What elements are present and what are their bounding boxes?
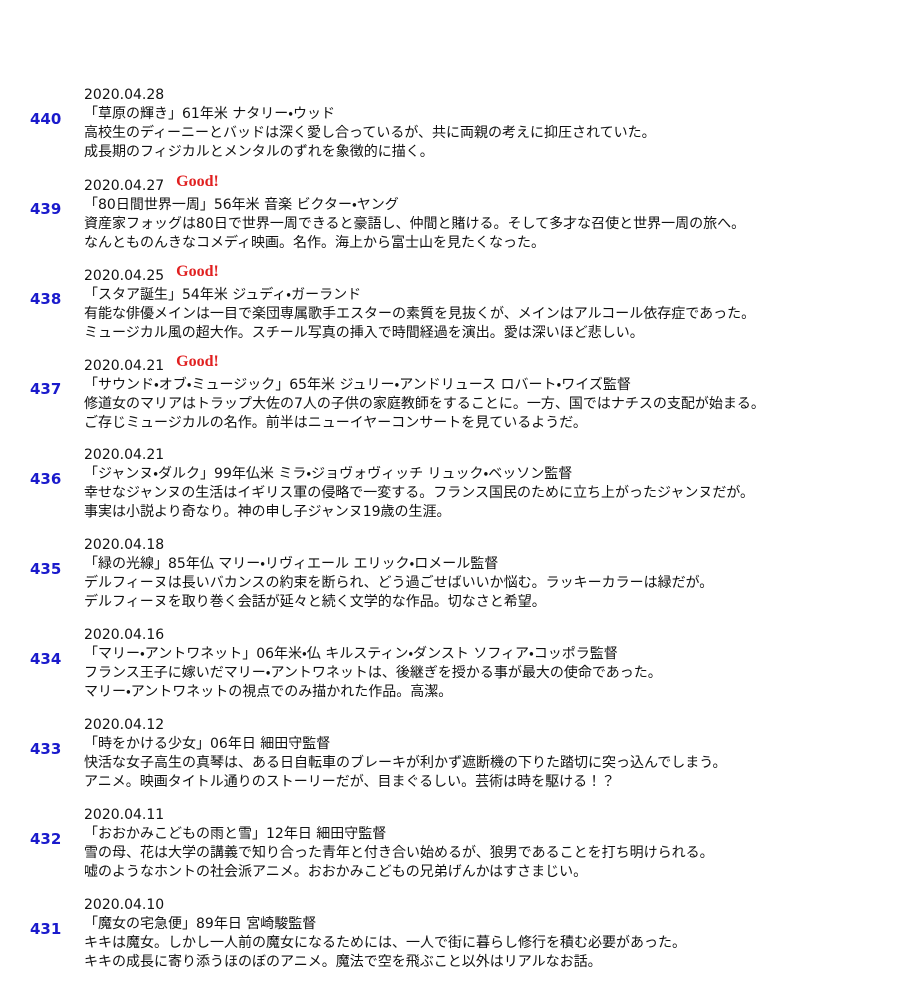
entry-date: 2020.04.21 <box>84 358 165 374</box>
entry: 431 2020.04.10 「魔女の宅急便」89年日 宮崎駿監督キキは魔女。しかし… <box>0 896 900 982</box>
entry-date-row: 2020.04.16 <box>84 626 662 645</box>
entry-description: マリー・アントワネットの視点でのみ描かれた作品。高潔。 <box>84 684 453 700</box>
entry: 439 2020.04.27 Good! 「80日間世界一周」56年米 音楽 ビクター… <box>0 173 900 262</box>
entry-date-row: 2020.04.11 <box>84 806 714 825</box>
entry-description: ミュージカル風の超大作。スチール写真の挿入で時間経過を演出。愛は深いほど悲しい。 <box>84 325 644 341</box>
entry-title: 「サウンド・オブ・ミュージック」65年米 ジュリー・アンドリュース ロバート・ワ… <box>84 377 631 393</box>
entry-description: フランス王子に嫁いだマリー・アントワネットは、後継ぎを授かる事が最大の使命であっ… <box>84 665 662 681</box>
entry-body: 2020.04.25 Good! 「スタア誕生」54年米 ジュディ・ガーランド有能な… <box>84 263 756 343</box>
entry-date: 2020.04.11 <box>84 807 165 823</box>
entry: 440 2020.04.28 「草原の輝き」61年米 ナタリー・ウッド高校生のディー… <box>0 86 900 172</box>
entry-date: 2020.04.27 <box>84 178 165 194</box>
entry: 437 2020.04.21 Good! 「サウンド・オブ・ミュージック」65年米 ジ… <box>0 353 900 442</box>
entry-description: 修道女のマリアはトラップ大佐の7人の子供の家庭教師をすることに。一方、国ではナチ… <box>84 396 765 412</box>
entry-number: 435 <box>30 560 62 578</box>
entry-date: 2020.04.25 <box>84 268 165 284</box>
entry-number: 438 <box>30 290 62 308</box>
entry-description: キキの成長に寄り添うほのぼのアニメ。魔法で空を飛ぶこと以外はリアルなお話。 <box>84 954 602 970</box>
entry-body: 2020.04.16 「マリー・アントワネット」06年米・仏 キルスティン・ダンス… <box>84 626 662 702</box>
entry-body: 2020.04.27 Good! 「80日間世界一周」56年米 音楽 ビクター・ヤン… <box>84 173 746 253</box>
entry-description: 雪の母、花は大学の講義で知り合った青年と付き合い始めるが、狼男であることを打ち明… <box>84 845 714 861</box>
entry-title: 「緑の光線」85年仏 マリー・リヴィエール エリック・ロメール監督 <box>84 556 499 572</box>
entry: 432 2020.04.11 「おおかみこどもの雨と雪」12年日 細田守監督雪の母、… <box>0 806 900 892</box>
entry: 435 2020.04.18 「緑の光線」85年仏 マリー・リヴィエール エリック・… <box>0 536 900 622</box>
entry-description: 成長期のフィジカルとメンタルのずれを象徴的に描く。 <box>84 144 434 160</box>
entry: 433 2020.04.12 「時をかける少女」06年日 細田守監督快活な女子高生の… <box>0 716 900 802</box>
entry-date: 2020.04.21 <box>84 447 165 463</box>
entry-number: 432 <box>30 830 62 848</box>
entry: 434 2020.04.16 「マリー・アントワネット」06年米・仏 キルスティン・… <box>0 626 900 712</box>
entry-description: 快活な女子高生の真琴は、ある日自転車のブレーキが利かず遮断機の下りた踏切に突っ込… <box>84 755 727 771</box>
entry-description: キキは魔女。しかし一人前の魔女になるためには、一人で街に暮らし修行を積む必要があ… <box>84 935 686 951</box>
entry-number: 436 <box>30 470 62 488</box>
entry-number: 434 <box>30 650 62 668</box>
entry-date: 2020.04.16 <box>84 627 165 643</box>
entry-date: 2020.04.28 <box>84 87 165 103</box>
entry-date-row: 2020.04.12 <box>84 716 726 735</box>
entry-date-row: 2020.04.25 Good! <box>84 263 755 286</box>
entry-title: 「草原の輝き」61年米 ナタリー・ウッド <box>84 106 336 122</box>
entry-description: デルフィーヌを取り巻く会話が延々と続く文学的な作品。切なさと希望。 <box>84 594 546 610</box>
entry-date: 2020.04.12 <box>84 717 165 733</box>
entry-description: 事実は小説より奇なり。神の申し子ジャンヌ19歳の生涯。 <box>84 504 451 520</box>
entry-description: アニメ。映画タイトル通りのストーリーだが、目まぐるしい。芸術は時を駆ける！？ <box>84 774 616 790</box>
entry-number: 431 <box>30 920 62 938</box>
entry-description: デルフィーヌは長いバカンスの約束を断られ、どう過ごせばいいか悩む。ラッキーカラー… <box>84 575 714 591</box>
entry: 438 2020.04.25 Good! 「スタア誕生」54年米 ジュディ・ガーランド… <box>0 263 900 352</box>
entry-body: 2020.04.12 「時をかける少女」06年日 細田守監督快活な女子高生の真琴は… <box>84 716 726 792</box>
entry-title: 「おおかみこどもの雨と雪」12年日 細田守監督 <box>84 826 387 842</box>
entry-body: 2020.04.21 「ジャンヌ・ダルク」99年仏米 ミラ・ジョヴォヴィッチ リュ… <box>84 446 754 522</box>
good-badge: Good! <box>176 353 219 370</box>
entry-date-row: 2020.04.21 Good! <box>84 353 765 376</box>
entry-description: 幸せなジャンヌの生活はイギリス軍の侵略で一変する。フランス国民のために立ち上がっ… <box>84 485 755 501</box>
entry-description: なんとものんきなコメディ映画。名作。海上から富士山を見たくなった。 <box>84 235 546 251</box>
entry-body: 2020.04.21 Good! 「サウンド・オブ・ミュージック」65年米 ジュリー… <box>84 353 765 433</box>
entry-date-row: 2020.04.28 <box>84 86 656 105</box>
entry-title: 「時をかける少女」06年日 細田守監督 <box>84 736 331 752</box>
good-badge: Good! <box>176 173 219 190</box>
entry-date-row: 2020.04.18 <box>84 536 713 555</box>
entry-body: 2020.04.11 「おおかみこどもの雨と雪」12年日 細田守監督雪の母、花は大… <box>84 806 714 882</box>
entry-body: 2020.04.10 「魔女の宅急便」89年日 宮崎駿監督キキは魔女。しかし一人前… <box>84 896 686 972</box>
entry-description: 嘘のようなホントの社会派アニメ。おおかみこどもの兄弟げんかはすさまじい。 <box>84 864 588 880</box>
entry-description: 高校生のディーニーとバッドは深く愛し合っているが、共に両親の考えに抑圧されていた… <box>84 125 656 141</box>
entry-number: 440 <box>30 110 62 128</box>
entry-number: 433 <box>30 740 62 758</box>
entry-body: 2020.04.28 「草原の輝き」61年米 ナタリー・ウッド高校生のディーニーと… <box>84 86 656 162</box>
entry-date: 2020.04.10 <box>84 897 165 913</box>
entry-title: 「スタア誕生」54年米 ジュディ・ガーランド <box>84 287 362 303</box>
entry-date: 2020.04.18 <box>84 537 165 553</box>
entry-title: 「魔女の宅急便」89年日 宮崎駿監督 <box>84 916 317 932</box>
entry-body: 2020.04.18 「緑の光線」85年仏 マリー・リヴィエール エリック・ロメー… <box>84 536 713 612</box>
entry-description: 有能な俳優メインは一目で楽団専属歌手エスターの素質を見抜くが、メインはアルコール… <box>84 306 756 322</box>
entry-title: 「マリー・アントワネット」06年米・仏 キルスティン・ダンスト ソフィア・コッポ… <box>84 646 618 662</box>
entry: 436 2020.04.21 「ジャンヌ・ダルク」99年仏米 ミラ・ジョヴォヴィッチ… <box>0 446 900 532</box>
good-badge: Good! <box>176 263 219 280</box>
entry-title: 「80日間世界一周」56年米 音楽 ビクター・ヤング <box>84 197 399 213</box>
entry-title: 「ジャンヌ・ダルク」99年仏米 ミラ・ジョヴォヴィッチ リュック・ベッソン監督 <box>84 466 573 482</box>
entry-date-row: 2020.04.10 <box>84 896 686 915</box>
entry-description: ご存じミュージカルの名作。前半はニューイヤーコンサートを見ているようだ。 <box>84 415 587 431</box>
entry-number: 439 <box>30 200 62 218</box>
entry-date-row: 2020.04.27 Good! <box>84 173 745 196</box>
entry-number: 437 <box>30 380 62 398</box>
entry-date-row: 2020.04.21 <box>84 446 754 465</box>
entry-description: 資産家フォッグは80日で世界一周できると豪語し、仲間と賭ける。そして多才な召使と… <box>84 216 746 232</box>
